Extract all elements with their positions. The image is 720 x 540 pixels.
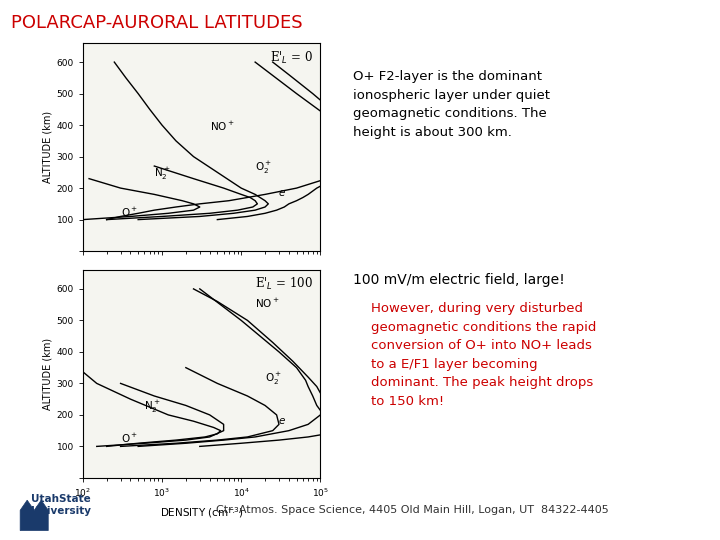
Text: 100 mV/m electric field, large!: 100 mV/m electric field, large! bbox=[353, 273, 564, 287]
Polygon shape bbox=[20, 500, 48, 530]
Text: e: e bbox=[279, 416, 285, 427]
Text: NO$^+$: NO$^+$ bbox=[255, 296, 280, 310]
Text: NO$^+$: NO$^+$ bbox=[210, 120, 235, 133]
Text: E'$_L$ = 100: E'$_L$ = 100 bbox=[256, 276, 313, 292]
Text: Ctr. Atmos. Space Science, 4405 Old Main Hill, Logan, UT  84322-4405: Ctr. Atmos. Space Science, 4405 Old Main… bbox=[216, 505, 608, 515]
Text: However, during very disturbed
geomagnetic conditions the rapid
conversion of O+: However, during very disturbed geomagnet… bbox=[371, 302, 596, 408]
Text: O$_2^+$: O$_2^+$ bbox=[255, 160, 272, 176]
Text: N$_2^+$: N$_2^+$ bbox=[154, 166, 171, 182]
X-axis label: DENSITY (cm$^{-3}$): DENSITY (cm$^{-3}$) bbox=[160, 505, 243, 519]
Text: e: e bbox=[279, 188, 285, 198]
Text: POLARCAP-AURORAL LATITUDES: POLARCAP-AURORAL LATITUDES bbox=[11, 14, 302, 31]
Text: E'$_L$ = 0: E'$_L$ = 0 bbox=[271, 50, 313, 65]
Text: UtahState
University: UtahState University bbox=[31, 494, 91, 516]
Y-axis label: ALTITUDE (km): ALTITUDE (km) bbox=[42, 338, 53, 410]
Text: O$_2^+$: O$_2^+$ bbox=[265, 371, 282, 387]
Text: O$^+$: O$^+$ bbox=[120, 432, 138, 445]
Y-axis label: ALTITUDE (km): ALTITUDE (km) bbox=[42, 111, 53, 183]
Text: O$^+$: O$^+$ bbox=[120, 206, 138, 219]
Text: O+ F2-layer is the dominant
ionospheric layer under quiet
geomagnetic conditions: O+ F2-layer is the dominant ionospheric … bbox=[353, 70, 550, 139]
Text: N$_2^+$: N$_2^+$ bbox=[145, 399, 161, 415]
